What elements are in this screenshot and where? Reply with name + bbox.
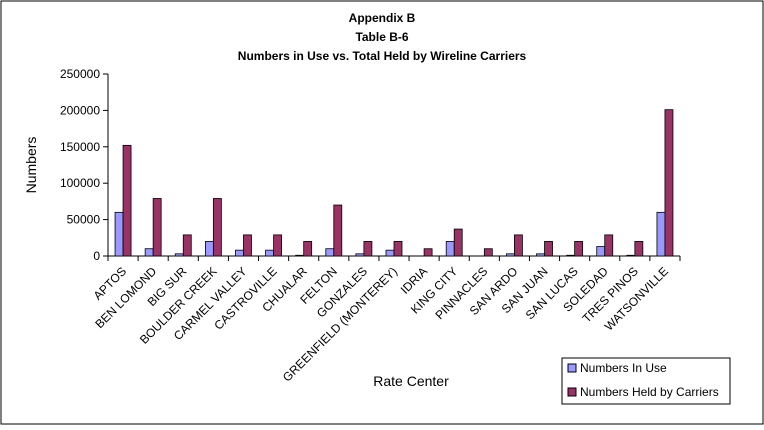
bar-numbers-in-use	[385, 249, 395, 257]
bar-numbers-held	[604, 234, 614, 257]
bar-numbers-in-use	[235, 249, 244, 257]
bar-numbers-held	[182, 234, 192, 257]
bar-numbers-held	[544, 241, 553, 257]
bar-numbers-held	[273, 234, 282, 257]
bar-numbers-held	[453, 228, 463, 257]
bar-numbers-in-use	[325, 248, 335, 257]
bar-numbers-in-use	[174, 253, 184, 257]
bar-numbers-in-use	[355, 253, 365, 257]
bar-numbers-held	[634, 241, 644, 257]
legend-label-in-use: Numbers In Use	[580, 361, 667, 375]
bar-numbers-in-use	[536, 253, 545, 257]
legend-swatch-in-use	[567, 363, 577, 373]
chart-title-line-3: Numbers in Use vs. Total Held by Wirelin…	[238, 49, 527, 63]
y-tick-label: 0	[93, 249, 100, 263]
bar-numbers-held	[483, 248, 493, 257]
y-tick-label: 150000	[60, 140, 100, 154]
bar-numbers-held	[243, 234, 252, 257]
bar-numbers-in-use	[596, 246, 606, 257]
legend: Numbers In Use Numbers Held by Carriers	[561, 357, 731, 405]
bar-numbers-in-use	[295, 254, 305, 257]
bar-numbers-in-use	[566, 254, 576, 257]
bar-numbers-in-use	[506, 253, 515, 257]
bar-numbers-held	[303, 241, 313, 257]
legend-swatch-held	[567, 387, 577, 397]
bar-numbers-held	[664, 109, 674, 257]
legend-box	[561, 357, 731, 405]
y-tick-label: 100000	[60, 176, 100, 190]
bar-numbers-in-use	[144, 248, 154, 257]
bar-numbers-held	[363, 241, 373, 257]
chart-title-line-2: Table B-6	[355, 30, 408, 44]
bar-numbers-in-use	[204, 241, 214, 257]
bar-numbers-held	[333, 204, 343, 257]
legend-label-held: Numbers Held by Carriers	[580, 385, 719, 399]
y-tick-label: 200000	[60, 103, 100, 117]
bar-numbers-in-use	[265, 249, 274, 257]
bar-numbers-held	[423, 248, 433, 257]
bar-numbers-held	[152, 198, 162, 257]
bar-numbers-in-use	[626, 254, 636, 257]
bar-numbers-held	[574, 241, 584, 257]
bar-numbers-held	[212, 198, 222, 257]
y-tick-label: 250000	[60, 67, 100, 81]
bar-numbers-held	[122, 144, 132, 257]
y-tick-label: 50000	[67, 213, 101, 227]
bar-numbers-in-use	[656, 211, 666, 257]
y-axis-title: Numbers	[23, 137, 39, 194]
bar-numbers-held	[514, 234, 523, 257]
bar-numbers-in-use	[114, 211, 124, 257]
x-axis-title: Rate Center	[373, 373, 449, 389]
bar-numbers-held	[393, 241, 403, 257]
bar-numbers-in-use	[445, 241, 455, 257]
chart-title-line-1: Appendix B	[349, 11, 416, 25]
